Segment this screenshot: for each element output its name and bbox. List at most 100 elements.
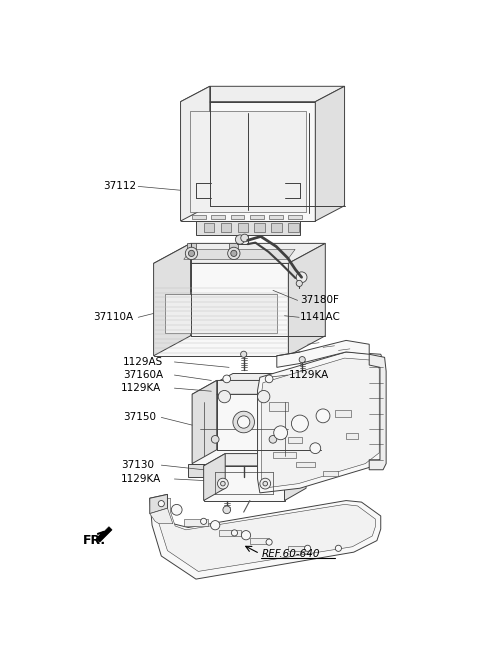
Polygon shape — [157, 498, 375, 571]
Circle shape — [263, 481, 267, 486]
Polygon shape — [204, 454, 225, 500]
Polygon shape — [190, 111, 306, 212]
Polygon shape — [154, 263, 288, 356]
Polygon shape — [273, 452, 296, 458]
Polygon shape — [288, 215, 302, 219]
Polygon shape — [219, 385, 230, 412]
Polygon shape — [192, 381, 321, 394]
Circle shape — [296, 280, 302, 286]
Polygon shape — [96, 527, 112, 542]
Circle shape — [223, 375, 230, 383]
Polygon shape — [269, 215, 283, 219]
Circle shape — [228, 247, 240, 259]
Polygon shape — [180, 86, 210, 221]
Polygon shape — [150, 495, 381, 579]
Polygon shape — [230, 215, 244, 219]
Polygon shape — [196, 221, 300, 235]
Circle shape — [231, 250, 237, 257]
Circle shape — [189, 250, 194, 257]
Text: FR.: FR. — [83, 534, 106, 547]
Circle shape — [221, 481, 225, 486]
Circle shape — [269, 436, 277, 443]
Circle shape — [238, 416, 250, 428]
Polygon shape — [288, 437, 302, 443]
Polygon shape — [262, 358, 379, 488]
Polygon shape — [229, 242, 239, 250]
Circle shape — [299, 356, 305, 363]
Polygon shape — [238, 223, 248, 232]
Polygon shape — [250, 215, 264, 219]
Polygon shape — [285, 454, 306, 500]
Polygon shape — [258, 385, 269, 412]
Circle shape — [265, 375, 273, 383]
Polygon shape — [204, 223, 215, 232]
Text: 1141AC: 1141AC — [300, 312, 341, 322]
Polygon shape — [296, 462, 315, 468]
Polygon shape — [150, 495, 168, 514]
Polygon shape — [187, 242, 196, 250]
Text: 37110A: 37110A — [94, 312, 133, 322]
Circle shape — [240, 351, 247, 358]
Circle shape — [291, 415, 308, 432]
Polygon shape — [211, 373, 299, 385]
Circle shape — [231, 530, 238, 536]
Circle shape — [304, 545, 311, 552]
Circle shape — [218, 390, 230, 403]
Circle shape — [223, 506, 230, 514]
Circle shape — [171, 504, 182, 515]
Circle shape — [258, 390, 270, 403]
Text: REF.60-640: REF.60-640 — [262, 550, 320, 559]
Polygon shape — [192, 381, 217, 464]
Polygon shape — [204, 466, 285, 500]
Text: 37180F: 37180F — [300, 295, 339, 305]
Polygon shape — [204, 454, 306, 466]
Polygon shape — [211, 215, 225, 219]
Circle shape — [233, 411, 254, 433]
Circle shape — [274, 426, 288, 440]
Circle shape — [310, 443, 321, 454]
Polygon shape — [154, 244, 325, 263]
Circle shape — [217, 478, 228, 489]
Polygon shape — [221, 223, 231, 232]
Polygon shape — [192, 215, 206, 219]
Polygon shape — [180, 86, 345, 102]
Polygon shape — [288, 546, 305, 552]
Text: 37150: 37150 — [123, 413, 156, 422]
Circle shape — [201, 518, 207, 525]
Circle shape — [336, 545, 341, 552]
Circle shape — [316, 409, 330, 422]
Polygon shape — [237, 236, 248, 244]
Polygon shape — [277, 464, 300, 477]
Circle shape — [296, 272, 307, 283]
Polygon shape — [165, 294, 277, 333]
Polygon shape — [271, 223, 282, 232]
Polygon shape — [277, 341, 369, 367]
Polygon shape — [296, 381, 321, 464]
Polygon shape — [150, 508, 173, 523]
Text: 1129AS: 1129AS — [123, 357, 163, 367]
Polygon shape — [258, 352, 384, 493]
Circle shape — [260, 478, 271, 489]
Circle shape — [235, 235, 245, 244]
Circle shape — [266, 539, 272, 545]
Polygon shape — [346, 433, 358, 439]
Polygon shape — [154, 244, 191, 356]
Circle shape — [241, 531, 251, 540]
Polygon shape — [269, 402, 288, 411]
Text: 1129KA: 1129KA — [121, 474, 161, 484]
Polygon shape — [288, 223, 299, 232]
Polygon shape — [369, 354, 386, 470]
Text: 37160A: 37160A — [123, 370, 163, 380]
Polygon shape — [219, 530, 240, 536]
Polygon shape — [288, 244, 325, 356]
Text: 37130: 37130 — [121, 460, 154, 470]
Polygon shape — [335, 409, 351, 417]
Circle shape — [211, 521, 220, 530]
Polygon shape — [192, 394, 296, 464]
Polygon shape — [180, 102, 315, 221]
Circle shape — [211, 436, 219, 443]
Polygon shape — [254, 223, 265, 232]
Polygon shape — [184, 250, 295, 259]
Polygon shape — [315, 86, 345, 221]
Text: 1129KA: 1129KA — [121, 383, 161, 393]
